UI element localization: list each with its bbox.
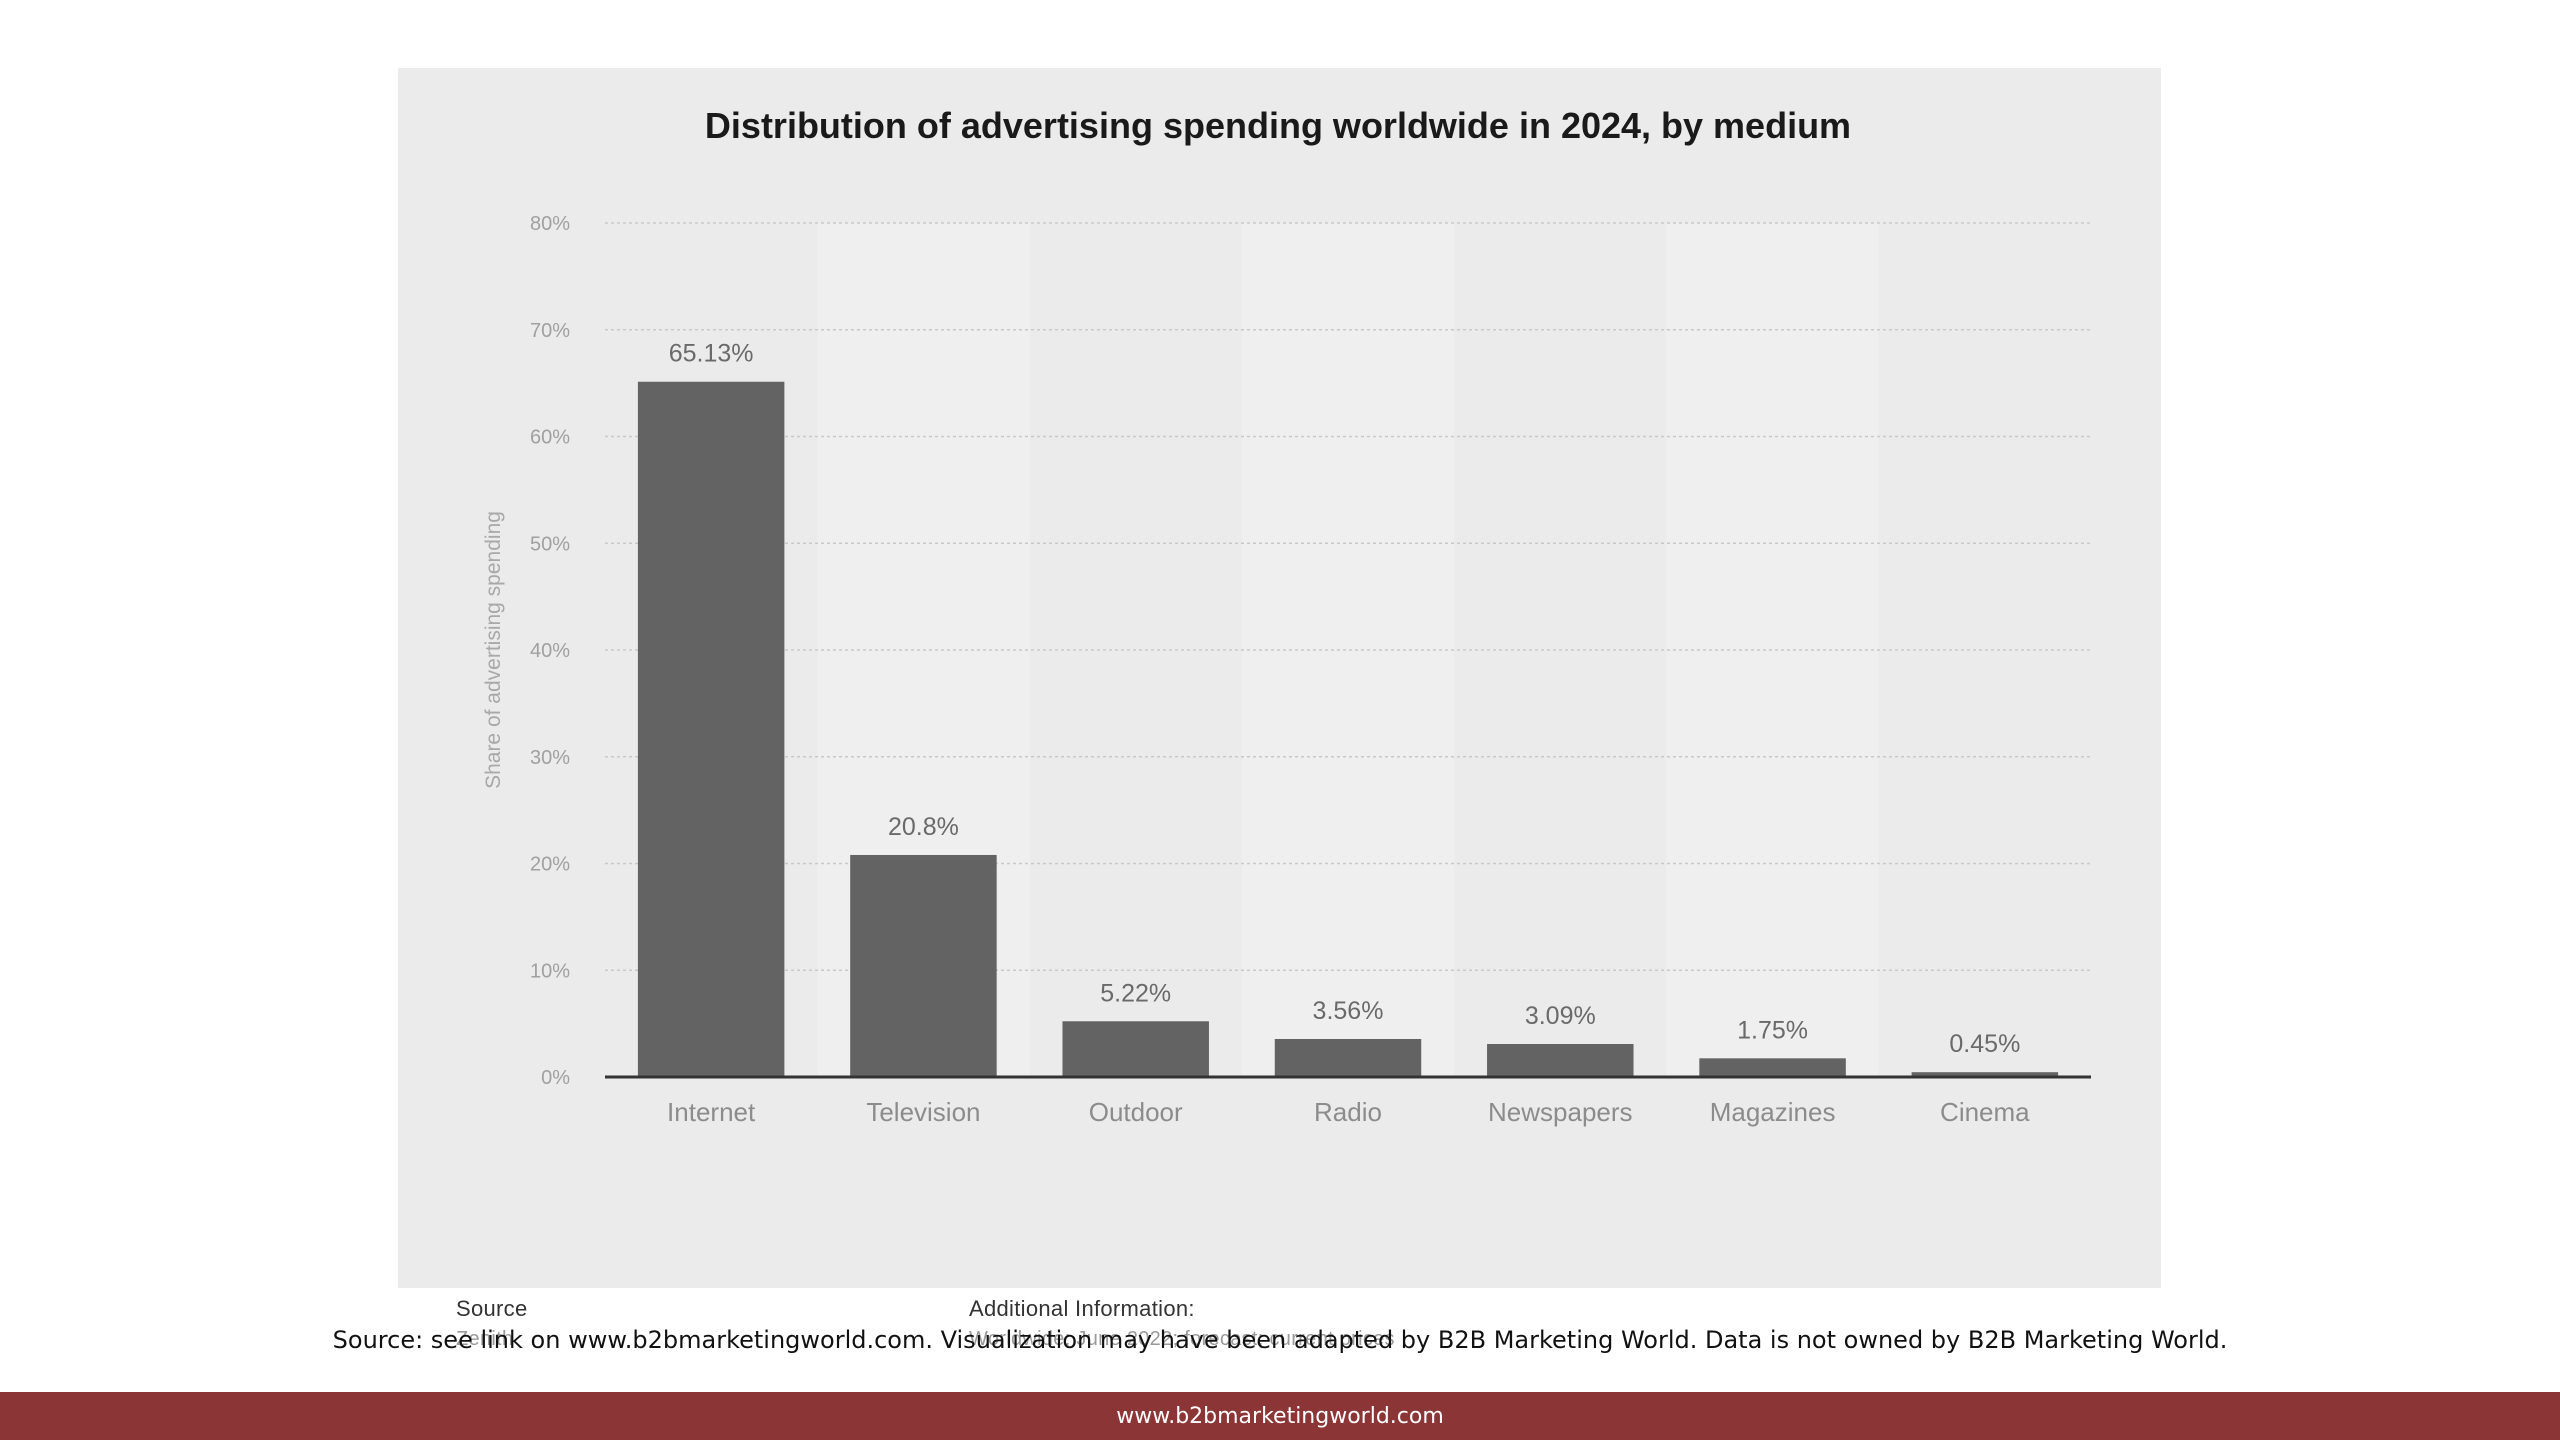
disclaimer-text: Source: see link on www.b2bmarketingworl… [332,1326,2228,1354]
bar [1062,1021,1209,1077]
data-labels: 65.13% 20.8% 5.22% 3.56% 3.09% 1.75% 0.45% [669,340,2021,1058]
chart-title: Distribution of advertising spending wor… [705,105,1851,146]
y-tick-label: 0% [541,1067,570,1089]
x-tick-label: Outdoor [1089,1097,1183,1127]
bar [1911,1072,2059,1077]
y-tick-label: 50% [530,533,570,555]
y-tick-label: 20% [530,854,570,876]
bar-chart: Distribution of advertising spending wor… [482,105,2091,1127]
bar [1699,1058,1846,1077]
y-tick-label: 60% [530,427,570,449]
bar [637,381,785,1077]
y-tick-label: 10% [530,960,570,982]
bars [637,381,2059,1077]
data-label: 3.09% [1525,1002,1596,1030]
y-tick-label: 30% [530,747,570,769]
data-label: 1.75% [1737,1016,1808,1044]
x-tick-label: Magazines [1710,1097,1836,1127]
bar [1274,1038,1422,1077]
data-label: 65.13% [669,340,754,368]
x-tick-label: Radio [1314,1097,1382,1127]
y-axis-ticks: 0% 10% 20% 30% 40% 50% 60% 70% 80% [530,213,570,1089]
chart-card: Distribution of advertising spending wor… [398,68,2161,1350]
source-block: Source Zenith [456,1296,528,1351]
y-tick-label: 70% [530,320,570,342]
x-tick-label: Internet [667,1097,756,1127]
additional-info-block: Additional Information: Worldwide; June … [969,1296,1395,1351]
source-title: Source [456,1296,528,1321]
y-tick-label: 40% [530,640,570,662]
x-tick-label: Television [866,1097,980,1127]
bar [850,854,997,1077]
x-tick-label: Newspapers [1488,1097,1633,1127]
footer-url-link[interactable]: www.b2bmarketingworld.com [1116,1403,1444,1429]
data-label: 20.8% [888,813,959,841]
y-axis-label: Share of advertising spending [482,511,505,789]
source-text: Zenith [456,1328,514,1350]
x-axis-ticks: Internet Television Outdoor Radio Newspapers… [667,1097,2030,1127]
x-tick-label: Cinema [1940,1097,2030,1127]
additional-info-title: Additional Information: [969,1296,1195,1321]
data-label: 3.56% [1313,997,1384,1025]
y-tick-label: 80% [530,213,570,235]
data-label: 5.22% [1100,979,1171,1007]
bar [1487,1044,1634,1077]
data-label: 0.45% [1949,1030,2020,1058]
additional-info-text: Worldwide; June 2022; forecast; current … [969,1328,1395,1350]
footer-bar: www.b2bmarketingworld.com [0,1392,2560,1440]
